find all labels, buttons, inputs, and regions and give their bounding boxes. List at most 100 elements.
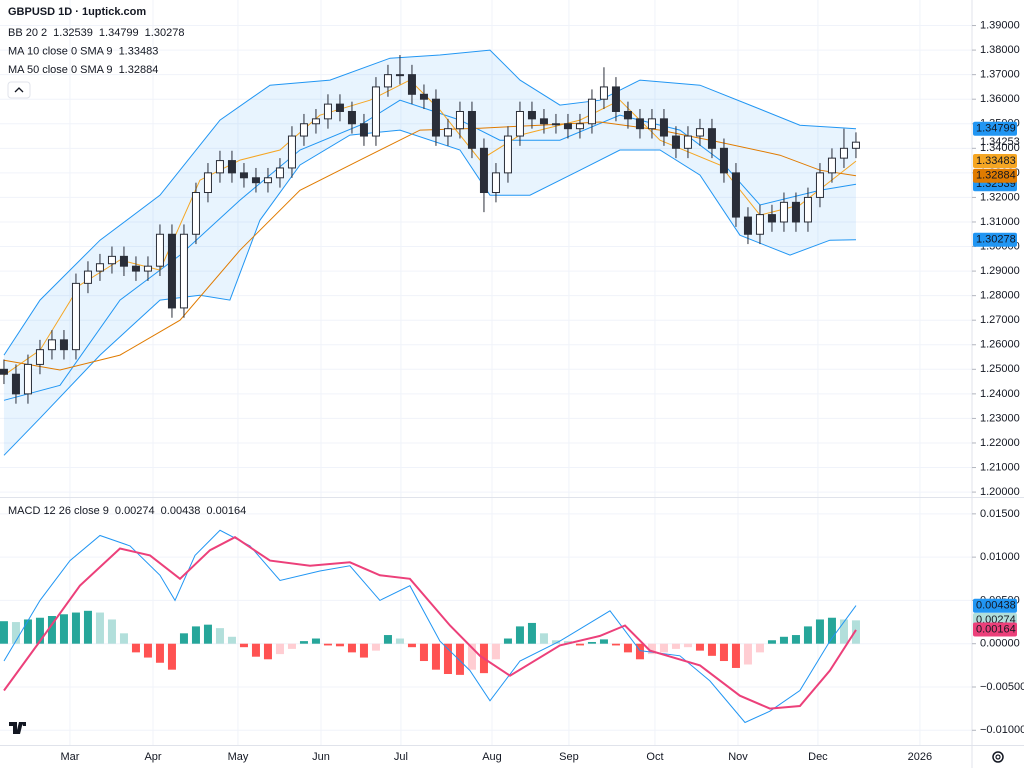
histogram-bar — [83, 610, 92, 644]
settings-button[interactable] — [992, 751, 1004, 763]
candle-body — [71, 282, 80, 351]
candle-body — [11, 373, 20, 395]
histogram-bar — [491, 643, 500, 660]
candle-body — [119, 255, 128, 267]
price-tag — [973, 622, 1017, 637]
y-tick-label: 1.20000 — [980, 486, 1020, 498]
collapse-button[interactable] — [7, 81, 31, 99]
histogram-bar — [743, 643, 752, 665]
histogram-bar — [575, 643, 584, 646]
candle-body — [743, 216, 752, 235]
x-tick-label: Aug — [482, 751, 502, 763]
band-fill — [3, 50, 856, 456]
histogram-bar — [635, 643, 644, 660]
candle-body — [239, 172, 248, 179]
candle-body — [539, 118, 548, 125]
indicator-line — [3, 49, 857, 356]
y-tick-label: 1.37000 — [980, 69, 1020, 81]
histogram-bar — [227, 636, 236, 644]
candle-body — [191, 192, 200, 235]
histogram-bar — [791, 635, 800, 644]
histogram-bar — [215, 628, 224, 644]
histogram-bar — [275, 643, 284, 655]
histogram-bar — [455, 643, 464, 675]
candle-body — [263, 177, 272, 184]
candle-body — [779, 201, 788, 223]
candle-body — [803, 196, 812, 223]
legend-value: 1.34799 — [99, 27, 139, 39]
legend-value: 1.33483 — [119, 45, 159, 57]
histogram-bar — [155, 643, 164, 663]
candle-body — [839, 147, 848, 159]
histogram-bar — [755, 643, 764, 653]
candle-body — [611, 86, 620, 112]
histogram-bar — [263, 643, 272, 660]
legend-value: 1.32539 — [53, 27, 93, 39]
histogram-bar — [131, 643, 140, 653]
logo-mark[interactable] — [9, 722, 26, 734]
histogram-bar — [251, 643, 260, 657]
candle-body — [287, 135, 296, 169]
candle-body — [107, 255, 116, 265]
plot — [0, 49, 860, 724]
candle-body — [371, 86, 380, 137]
histogram-bar — [71, 612, 80, 644]
candle-body — [671, 135, 680, 149]
histogram-bar — [503, 638, 512, 644]
histogram-bar — [191, 626, 200, 644]
histogram-bar — [587, 641, 596, 644]
y-tick-label: 1.38000 — [980, 44, 1020, 56]
x-tick-label: Mar — [60, 751, 79, 763]
legend-name: BB 20 2 — [8, 27, 47, 39]
histogram-bar — [779, 636, 788, 644]
collapse-button-box[interactable] — [7, 81, 31, 99]
candle-body — [575, 123, 584, 130]
histogram-bar — [527, 622, 536, 644]
histogram-bar — [239, 643, 248, 648]
candle-body — [383, 74, 392, 88]
price-tag — [973, 121, 1017, 136]
histogram-bar — [563, 641, 572, 644]
histogram-bar — [47, 616, 56, 644]
logo[interactable] — [9, 722, 26, 734]
candle-body — [419, 93, 428, 100]
histogram-bar — [167, 643, 176, 670]
histogram-bar — [515, 626, 524, 644]
settings-icon[interactable] — [992, 751, 1004, 763]
legend-value: 1.32884 — [119, 64, 159, 76]
legend-value: 1.30278 — [145, 27, 185, 39]
y-tick-label: 1.21000 — [980, 461, 1020, 473]
settings-icon-center[interactable] — [995, 754, 1001, 760]
candle-body — [827, 157, 836, 174]
candle-body — [527, 110, 536, 120]
histogram-bar — [731, 643, 740, 668]
x-tick-label: Jul — [394, 751, 408, 763]
candle-body — [47, 339, 56, 351]
candle-body — [155, 233, 164, 267]
histogram-bar — [551, 640, 560, 644]
histogram-bar — [695, 643, 704, 651]
collapse-icon[interactable] — [14, 87, 24, 93]
candle-body — [443, 128, 452, 137]
candle-body — [275, 167, 284, 179]
legend-name: MACD 12 26 close 9 — [8, 505, 109, 517]
histogram-bar — [827, 617, 836, 644]
candle-body — [299, 123, 308, 137]
histogram-bar — [767, 640, 776, 644]
histogram-bar — [611, 643, 620, 646]
candle-body — [623, 110, 632, 120]
candle-body — [95, 263, 104, 272]
macd-line — [3, 529, 857, 724]
histogram-bar — [371, 643, 380, 651]
x-tick-label: Apr — [144, 751, 161, 763]
candle-body — [179, 233, 188, 309]
histogram-bar — [419, 643, 428, 662]
histogram-bar — [299, 641, 308, 644]
candle-body — [503, 135, 512, 174]
candle-body — [83, 270, 92, 284]
candle-body — [467, 110, 476, 149]
chart-title: GBPUSD 1D · 1uptick.com — [8, 6, 146, 18]
x-tick-label: Dec — [808, 751, 828, 763]
histogram-bar — [707, 643, 716, 656]
